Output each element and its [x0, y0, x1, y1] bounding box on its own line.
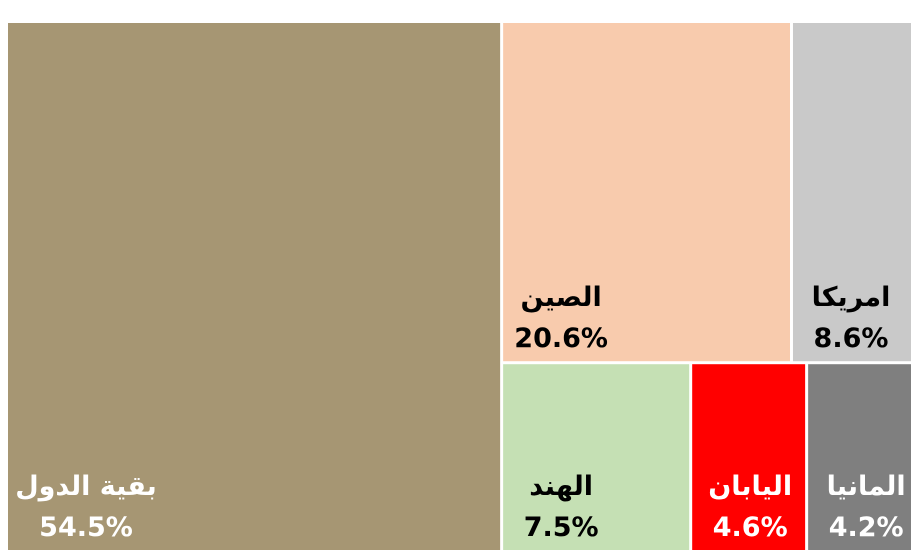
- value-label: 4.2%: [829, 512, 904, 543]
- tile-label: الصين: [520, 282, 601, 313]
- value-label: 4.6%: [713, 512, 788, 543]
- tile-label: امريكا: [812, 282, 891, 313]
- tile-label: المانيا: [827, 471, 906, 502]
- tile: [692, 364, 806, 550]
- tile: [503, 23, 790, 362]
- value-label: 20.6%: [514, 323, 608, 354]
- tile: [8, 23, 501, 550]
- tile-label: الهند: [529, 471, 593, 502]
- tile: [792, 23, 911, 362]
- tile-label: اليابان: [708, 471, 792, 502]
- value-label: 7.5%: [524, 512, 599, 543]
- value-label: 8.6%: [814, 323, 889, 354]
- tile: [808, 364, 911, 550]
- tile: [503, 364, 690, 550]
- tile-label: بقية الدول: [15, 471, 157, 502]
- value-label: 54.5%: [39, 512, 133, 543]
